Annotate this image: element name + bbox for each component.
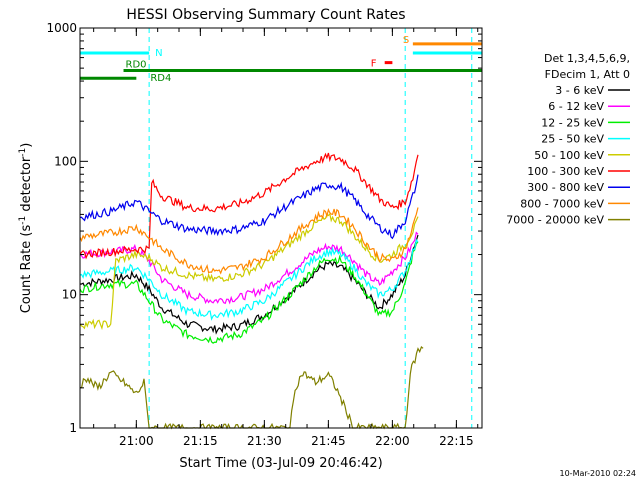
plot-frame bbox=[79, 27, 483, 429]
x-tick-label: 21:15 bbox=[183, 434, 218, 448]
y-axis-label-part: ) bbox=[19, 143, 34, 148]
footer-date: 10-Mar-2010 02:24 bbox=[560, 469, 637, 478]
x-axis-label: Start Time (03-Jul-09 20:46:42) bbox=[179, 456, 382, 471]
legend: Det 1,3,4,5,6,9, FDecim 1, Att 0 3 - 6 k… bbox=[506, 52, 630, 227]
legend-item-label: 3 - 6 keV bbox=[555, 84, 604, 97]
f-marker-label: F bbox=[371, 59, 377, 70]
legend-items: 3 - 6 keV 6 - 12 keV 12 - 25 keV 25 - 50 ke… bbox=[506, 84, 630, 227]
s-marker-label: S bbox=[403, 35, 409, 46]
y-axis-label-part: detector bbox=[19, 156, 34, 216]
legend-item-label: 12 - 25 keV bbox=[541, 116, 604, 129]
night-saa-boundary-lines bbox=[79, 28, 473, 428]
legend-header: Det 1,3,4,5,6,9, bbox=[544, 52, 630, 65]
y-tick-label: 100 bbox=[54, 154, 77, 168]
y-tick-label: 10 bbox=[62, 288, 77, 302]
rd4-marker-label: RD4 bbox=[150, 73, 171, 84]
x-tick-label: 21:45 bbox=[311, 434, 346, 448]
rd0-marker-label: RD0 bbox=[126, 60, 147, 71]
y-axis-label-superscript: -1 bbox=[18, 216, 28, 225]
legend-header: FDecim 1, Att 0 bbox=[545, 68, 630, 81]
legend-item-label: 7000 - 20000 keV bbox=[506, 214, 604, 227]
legend-item-label: 300 - 800 keV bbox=[527, 181, 604, 194]
x-axis-ticks: 21:00 21:15 21:30 21:45 22:00 22:15 bbox=[93, 28, 479, 448]
series-line-5 bbox=[79, 152, 419, 260]
y-tick-label: 1000 bbox=[46, 21, 77, 35]
series-line-2 bbox=[79, 241, 419, 344]
series-line-6 bbox=[79, 174, 419, 240]
series-layer bbox=[79, 152, 424, 430]
x-tick-label: 22:15 bbox=[439, 434, 474, 448]
series-line-3 bbox=[79, 238, 419, 321]
series-line-7 bbox=[79, 207, 419, 275]
legend-item-label: 25 - 50 keV bbox=[541, 133, 604, 146]
legend-item-label: 6 - 12 keV bbox=[548, 100, 604, 113]
chart-title: HESSI Observing Summary Count Rates bbox=[126, 7, 405, 23]
legend-item-label: 100 - 300 keV bbox=[527, 165, 604, 178]
legend-item-label: 800 - 7000 keV bbox=[520, 197, 604, 210]
series-line-4 bbox=[79, 212, 419, 331]
y-axis-label-superscript: -1 bbox=[18, 148, 28, 157]
y-tick-label: 1 bbox=[69, 421, 77, 435]
y-axis-label: Count Rate (s-1 detector-1) bbox=[18, 143, 34, 314]
x-tick-label: 21:30 bbox=[247, 434, 282, 448]
y-axis-ticks: 1 10 100 1000 bbox=[46, 21, 482, 435]
x-tick-label: 22:00 bbox=[375, 434, 410, 448]
x-tick-label: 21:00 bbox=[119, 434, 154, 448]
y-axis-label-part: Count Rate (s bbox=[19, 225, 34, 314]
series-line-8 bbox=[79, 346, 424, 430]
legend-item-label: 50 - 100 keV bbox=[534, 149, 604, 162]
n-marker-label: N bbox=[155, 48, 162, 59]
